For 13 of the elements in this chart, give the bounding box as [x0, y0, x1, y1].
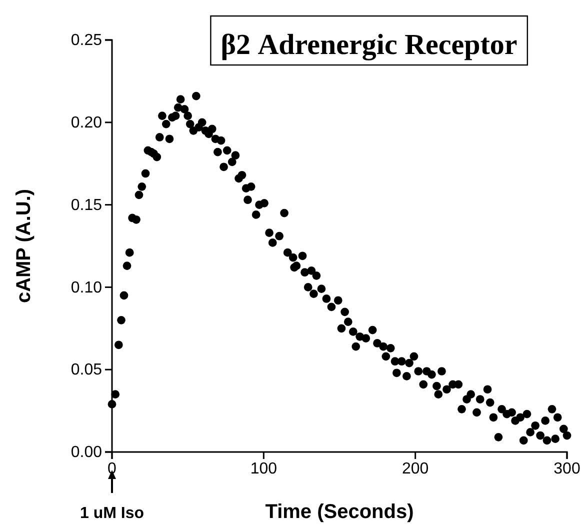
- y-tick-label: 0.20: [70, 114, 102, 132]
- chart-title: β2 Adrenergic Receptor: [220, 29, 518, 61]
- y-tick-label: 0.00: [70, 444, 102, 462]
- y-tick-label: 0.25: [70, 32, 102, 50]
- x-tick-label: 300: [554, 460, 580, 478]
- y-tick-label: 0.15: [70, 196, 102, 214]
- x-tick-label: 100: [250, 460, 278, 478]
- y-tick-label: 0.05: [70, 362, 102, 379]
- x-axis-title: Time (Seconds): [265, 501, 414, 523]
- text: 1 uM Iso: [80, 505, 144, 522]
- y-tick-label: 0.10: [70, 279, 102, 296]
- y-axis-title: cAMP (A.U.): [13, 188, 35, 304]
- x-tick-label: 200: [402, 460, 429, 478]
